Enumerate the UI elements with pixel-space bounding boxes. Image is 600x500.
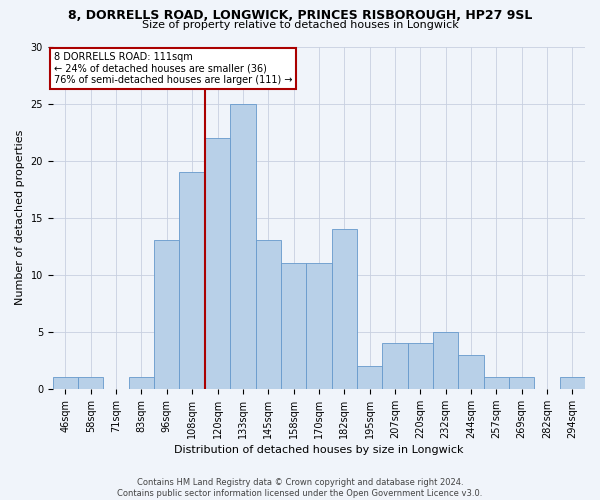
Bar xyxy=(433,332,458,389)
Text: 8, DORRELLS ROAD, LONGWICK, PRINCES RISBOROUGH, HP27 9SL: 8, DORRELLS ROAD, LONGWICK, PRINCES RISB… xyxy=(68,9,532,22)
Bar xyxy=(560,378,585,389)
Text: Contains HM Land Registry data © Crown copyright and database right 2024.
Contai: Contains HM Land Registry data © Crown c… xyxy=(118,478,482,498)
Bar xyxy=(129,378,154,389)
Bar xyxy=(154,240,179,389)
Bar xyxy=(458,354,484,389)
Y-axis label: Number of detached properties: Number of detached properties xyxy=(15,130,25,306)
Bar xyxy=(407,343,433,389)
Text: Size of property relative to detached houses in Longwick: Size of property relative to detached ho… xyxy=(142,20,458,30)
Bar xyxy=(256,240,281,389)
Bar xyxy=(382,343,407,389)
Bar xyxy=(484,378,509,389)
Bar xyxy=(509,378,535,389)
Bar xyxy=(306,264,332,389)
Bar xyxy=(179,172,205,389)
Bar xyxy=(53,378,78,389)
Text: 8 DORRELLS ROAD: 111sqm
← 24% of detached houses are smaller (36)
76% of semi-de: 8 DORRELLS ROAD: 111sqm ← 24% of detache… xyxy=(54,52,293,86)
Bar xyxy=(230,104,256,389)
Bar xyxy=(281,264,306,389)
Bar xyxy=(78,378,103,389)
Bar xyxy=(357,366,382,389)
Bar xyxy=(205,138,230,389)
Bar xyxy=(332,229,357,389)
X-axis label: Distribution of detached houses by size in Longwick: Distribution of detached houses by size … xyxy=(174,445,464,455)
